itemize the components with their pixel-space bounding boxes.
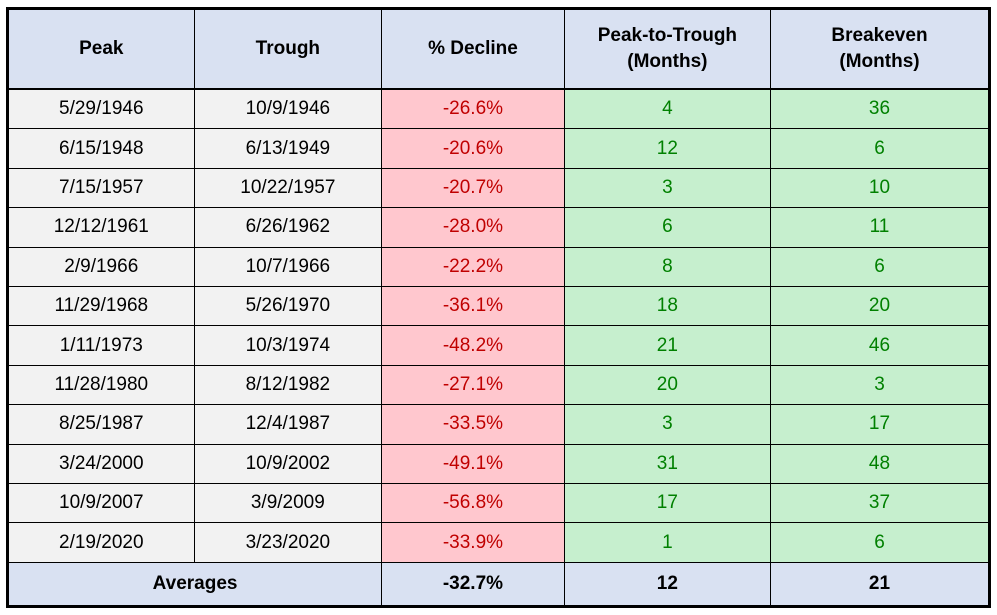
peak-cell: 7/15/1957 (7, 167, 195, 209)
trough-cell: 10/22/1957 (193, 167, 383, 209)
table-body: 5/29/1946 10/9/1946 -26.6% 4 36 6/15/1948 6/13… (7, 88, 991, 563)
peak-cell: 5/29/1946 (7, 88, 195, 130)
column-header-peak: Peak (7, 8, 195, 90)
table-row: 5/29/1946 10/9/1946 -26.6% 4 36 (7, 88, 991, 130)
column-header-trough: Trough (193, 8, 383, 90)
column-header-peak-to-trough-line2: (Months) (627, 51, 708, 72)
peak-cell: 2/9/1966 (7, 246, 195, 288)
breakeven-cell: 6 (769, 246, 991, 288)
peak-to-trough-cell: 4 (563, 88, 771, 130)
column-header-decline: % Decline (381, 8, 565, 90)
peak-to-trough-cell: 12 (563, 128, 771, 169)
column-header-peak-to-trough-line1: Peak-to-Trough (597, 25, 738, 47)
peak-to-trough-cell: 1 (563, 522, 771, 563)
breakeven-cell: 10 (769, 167, 991, 209)
breakeven-cell: 36 (769, 88, 991, 130)
table-row: 11/29/1968 5/26/1970 -36.1% 18 20 (7, 286, 991, 327)
table-row: 11/28/1980 8/12/1982 -27.1% 20 3 (7, 364, 991, 406)
decline-cell: -20.6% (381, 128, 565, 169)
column-header-breakeven: Breakeven (Months) (769, 8, 991, 90)
peak-to-trough-cell: 3 (563, 167, 771, 209)
trough-cell: 8/12/1982 (193, 364, 383, 406)
column-header-breakeven-line1: Breakeven (831, 25, 928, 47)
peak-cell: 6/15/1948 (7, 128, 195, 169)
table-row: 7/15/1957 10/22/1957 -20.7% 3 10 (7, 167, 991, 209)
peak-cell: 11/29/1968 (7, 286, 195, 327)
breakeven-cell: 3 (769, 364, 991, 406)
table-row: 12/12/1961 6/26/1962 -28.0% 6 11 (7, 207, 991, 248)
averages-breakeven: 21 (769, 562, 991, 607)
peak-cell: 2/19/2020 (7, 522, 195, 563)
table-row: 8/25/1987 12/4/1987 -33.5% 3 17 (7, 404, 991, 445)
trough-cell: 5/26/1970 (193, 286, 383, 327)
peak-cell: 3/24/2000 (7, 443, 195, 485)
table-row: 2/19/2020 3/23/2020 -33.9% 1 6 (7, 522, 991, 563)
peak-to-trough-cell: 3 (563, 404, 771, 445)
table-footer: Averages -32.7% 12 21 (6, 562, 991, 607)
header-row: Peak Trough % Decline Peak-to-Trough (Mo… (7, 8, 991, 90)
peak-cell: 11/28/1980 (7, 364, 195, 406)
peak-to-trough-cell: 21 (563, 325, 771, 366)
trough-cell: 10/9/1946 (193, 88, 383, 130)
peak-to-trough-cell: 20 (563, 364, 771, 406)
breakeven-cell: 6 (769, 128, 991, 169)
table-row: 2/9/1966 10/7/1966 -22.2% 8 6 (7, 246, 991, 288)
trough-cell: 10/7/1966 (193, 246, 383, 288)
trough-cell: 10/9/2002 (193, 443, 383, 485)
peak-cell: 1/11/1973 (7, 325, 195, 366)
breakeven-cell: 48 (769, 443, 991, 485)
peak-to-trough-cell: 8 (563, 246, 771, 288)
decline-cell: -56.8% (381, 483, 565, 524)
averages-decline: -32.7% (381, 562, 565, 607)
trough-cell: 10/3/1974 (193, 325, 383, 366)
decline-cell: -28.0% (381, 207, 565, 248)
trough-cell: 12/4/1987 (193, 404, 383, 445)
peak-to-trough-cell: 18 (563, 286, 771, 327)
breakeven-cell: 46 (769, 325, 991, 366)
breakeven-cell: 37 (769, 483, 991, 524)
column-header-breakeven-line2: (Months) (839, 51, 920, 72)
averages-row: Averages -32.7% 12 21 (6, 562, 991, 607)
peak-to-trough-cell: 17 (563, 483, 771, 524)
peak-cell: 10/9/2007 (7, 483, 195, 524)
decline-cell: -33.9% (381, 522, 565, 563)
table-row: 6/15/1948 6/13/1949 -20.6% 12 6 (7, 128, 991, 169)
table-row: 1/11/1973 10/3/1974 -48.2% 21 46 (7, 325, 991, 366)
decline-cell: -33.5% (381, 404, 565, 445)
table-header: Peak Trough % Decline Peak-to-Trough (Mo… (7, 8, 991, 90)
decline-cell: -49.1% (381, 443, 565, 485)
decline-cell: -36.1% (381, 286, 565, 327)
trough-cell: 3/9/2009 (193, 483, 383, 524)
decline-cell: -27.1% (381, 364, 565, 406)
breakeven-cell: 20 (769, 286, 991, 327)
column-header-peak-to-trough: Peak-to-Trough (Months) (563, 8, 771, 90)
trough-cell: 6/26/1962 (193, 207, 383, 248)
decline-cell: -20.7% (381, 167, 565, 209)
decline-cell: -22.2% (381, 246, 565, 288)
breakeven-cell: 17 (769, 404, 991, 445)
averages-peak-to-trough: 12 (563, 562, 771, 607)
decline-cell: -26.6% (381, 88, 565, 130)
trough-cell: 6/13/1949 (193, 128, 383, 169)
trough-cell: 3/23/2020 (193, 522, 383, 563)
breakeven-cell: 11 (769, 207, 991, 248)
table-row: 3/24/2000 10/9/2002 -49.1% 31 48 (7, 443, 991, 485)
peak-cell: 8/25/1987 (7, 404, 195, 445)
breakeven-cell: 6 (769, 522, 991, 563)
bear-market-table: Peak Trough % Decline Peak-to-Trough (Mo… (6, 7, 991, 608)
peak-to-trough-cell: 6 (563, 207, 771, 248)
averages-label: Averages (6, 562, 383, 607)
peak-cell: 12/12/1961 (7, 207, 195, 248)
decline-cell: -48.2% (381, 325, 565, 366)
table-row: 10/9/2007 3/9/2009 -56.8% 17 37 (7, 483, 991, 524)
peak-to-trough-cell: 31 (563, 443, 771, 485)
